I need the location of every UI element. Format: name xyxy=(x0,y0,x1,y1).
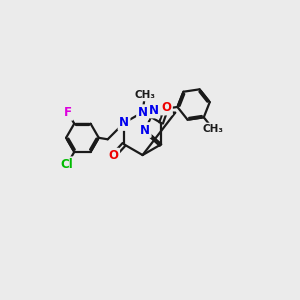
Text: CH₃: CH₃ xyxy=(202,124,224,134)
Text: CH₃: CH₃ xyxy=(134,90,155,100)
Text: F: F xyxy=(64,106,72,119)
Text: O: O xyxy=(161,101,172,114)
Text: O: O xyxy=(109,149,118,162)
Text: N: N xyxy=(138,106,148,119)
Text: N: N xyxy=(140,124,150,136)
Text: N: N xyxy=(119,116,129,130)
Text: Cl: Cl xyxy=(61,158,74,171)
Text: N: N xyxy=(149,104,159,117)
